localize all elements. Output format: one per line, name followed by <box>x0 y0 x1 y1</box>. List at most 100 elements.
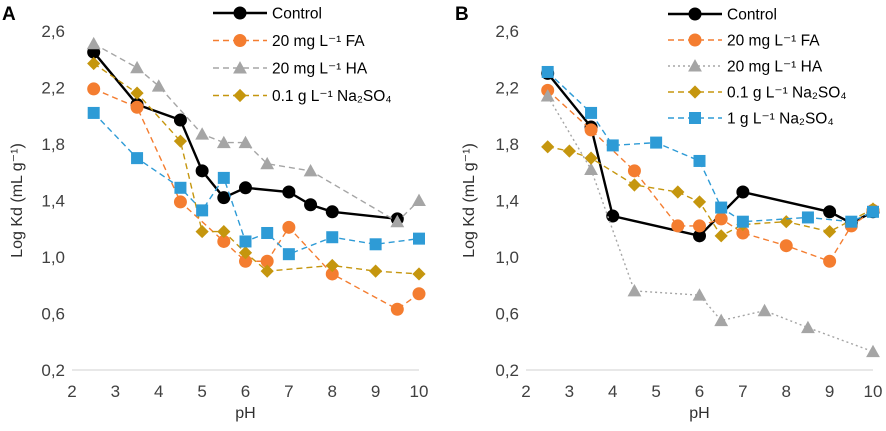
x-tick-label: 5 <box>197 382 206 401</box>
data-point <box>627 178 642 192</box>
data-point <box>584 123 598 137</box>
data-point <box>195 127 210 140</box>
data-point <box>238 246 253 260</box>
legend-marker <box>688 59 702 72</box>
series-line <box>93 112 420 255</box>
legend: Control 20 mg L⁻¹ FA 20 mg L⁻¹ HA 0.1 g L⁻¹… <box>213 6 392 105</box>
data-point <box>412 193 426 207</box>
data-point <box>173 113 187 127</box>
data-point <box>801 320 815 334</box>
data-point <box>584 151 598 165</box>
x-tick-label: 6 <box>695 382 704 401</box>
data-point <box>412 267 426 281</box>
data-point <box>282 220 296 234</box>
data-point <box>217 171 230 184</box>
data-point <box>541 140 555 154</box>
x-tick-label: 7 <box>738 382 747 401</box>
data-point <box>671 219 685 233</box>
legend: Control 20 mg L⁻¹ FA 20 mg L⁻¹ HA 0.1 g L⁻¹… <box>668 7 847 128</box>
data-point <box>304 198 318 212</box>
data-point <box>325 205 339 219</box>
series-1-g-l-1-na2so4 <box>87 106 425 261</box>
data-point <box>823 254 837 268</box>
y-axis-title: Log Kd (mL g⁻¹) <box>9 143 26 258</box>
legend-label: 0.1 g L⁻¹ Na₂SO₄ <box>727 85 847 102</box>
data-point <box>369 238 382 251</box>
legend-label: Control <box>272 6 322 23</box>
data-point <box>692 195 707 209</box>
legend-marker <box>233 61 247 74</box>
legend-label: Control <box>727 7 777 24</box>
data-point <box>562 144 576 158</box>
legend-label: 20 mg L⁻¹ FA <box>727 33 820 50</box>
y-axis-title: Log Kd (mL g⁻¹) <box>461 143 478 258</box>
data-point <box>87 106 100 119</box>
data-point <box>369 264 383 278</box>
data-point <box>693 219 706 233</box>
y-tick-label: 2,2 <box>41 79 65 98</box>
data-point <box>671 185 685 199</box>
data-point <box>261 226 274 239</box>
data-point <box>174 181 187 194</box>
series-0-1-g-l-1-na2so4 <box>87 56 426 281</box>
data-point <box>540 89 555 102</box>
data-point <box>692 288 707 301</box>
x-tick-label: 3 <box>111 382 120 401</box>
y-tick-label: 2,2 <box>495 79 519 98</box>
data-point <box>195 164 209 178</box>
y-tick-label: 1,8 <box>41 135 65 154</box>
data-point <box>239 181 252 195</box>
x-tick-label: 9 <box>825 382 834 401</box>
data-point <box>173 134 188 148</box>
y-tick-label: 0,2 <box>495 361 519 380</box>
x-tick-label: 2 <box>521 382 530 401</box>
legend-marker <box>233 34 247 47</box>
data-point <box>412 287 426 301</box>
x-tick-label: 10 <box>864 382 883 401</box>
data-point <box>606 209 620 223</box>
data-point <box>866 344 880 358</box>
data-point <box>260 264 274 278</box>
data-point <box>303 163 318 177</box>
panel-b: B 0,2 0,6 1,0 1,4 1,8 2,2 2,6 2 3 4 5 6 7 8 9 10 pH Log Kd… <box>455 4 882 422</box>
data-point <box>867 205 879 218</box>
series-1-g-l-1-na2so4 <box>541 65 879 228</box>
series-line <box>93 88 420 311</box>
data-point <box>87 56 101 71</box>
data-point <box>131 152 144 165</box>
data-point <box>413 232 425 245</box>
x-tick-label: 8 <box>328 382 337 401</box>
series-line <box>92 51 398 221</box>
panel-label: B <box>455 4 469 25</box>
x-tick-label: 7 <box>284 382 293 401</box>
data-point <box>736 185 750 199</box>
panel-a: A 0,2 0,6 1,0 1,4 1,8 2,2 2,6 2 3 4 5 6 7 8 9 10 pH Log Kd… <box>2 4 428 422</box>
data-point <box>260 156 275 170</box>
data-point <box>390 214 405 228</box>
y-tick-label: 2,6 <box>495 22 519 41</box>
data-point <box>239 235 252 248</box>
y-tick-label: 1,8 <box>495 135 519 154</box>
data-point <box>217 191 231 205</box>
y-tick-label: 0,2 <box>41 361 65 380</box>
data-point <box>282 248 295 261</box>
y-tick-label: 1,4 <box>41 192 65 211</box>
series-line <box>547 71 874 223</box>
data-point <box>714 229 728 243</box>
x-axis-title: pH <box>235 405 255 422</box>
series-0-1-g-l-1-na2so4 <box>541 140 880 243</box>
legend-marker <box>688 7 702 21</box>
data-point <box>779 239 793 253</box>
series-line <box>93 43 420 223</box>
x-tick-label: 10 <box>410 382 429 401</box>
panel-label: A <box>2 4 16 25</box>
legend-marker <box>688 85 702 99</box>
data-point <box>757 303 772 317</box>
data-point <box>541 65 554 78</box>
data-point <box>650 136 663 149</box>
data-point <box>195 224 209 239</box>
x-tick-label: 4 <box>608 382 617 401</box>
legend-label: 0.1 g L⁻¹ Na₂SO₄ <box>272 88 392 105</box>
